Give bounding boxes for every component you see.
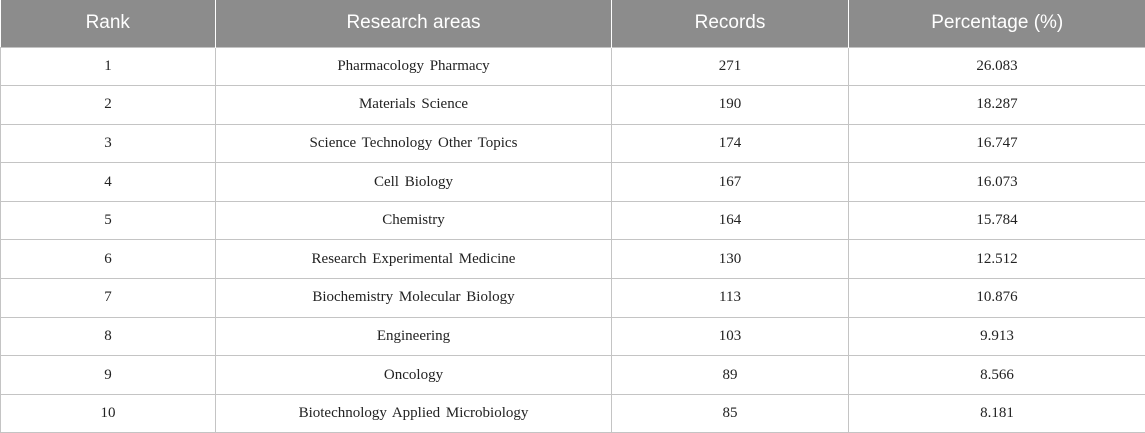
cell-research-area: Biochemistry Molecular Biology [215,278,612,318]
cell-rank: 4 [0,162,216,202]
cell-records: 130 [611,239,849,280]
cell-rank: 1 [0,46,216,87]
header-records: Records [611,0,849,47]
cell-records: 167 [611,162,849,202]
cell-percentage: 16.747 [848,123,1145,164]
cell-records: 113 [611,278,849,318]
cell-percentage: 8.181 [848,393,1145,433]
cell-records: 271 [611,46,849,87]
cell-rank: 8 [0,316,216,357]
cell-research-area: Oncology [215,355,612,395]
cell-records: 89 [611,355,849,395]
cell-percentage: 16.073 [848,162,1145,202]
header-row: Rank Research areas Records Percentage (… [0,0,1145,47]
cell-percentage: 8.566 [848,355,1145,395]
cell-rank: 10 [0,393,216,433]
cell-percentage: 15.784 [848,200,1145,241]
table-row: 2 Materials Science 190 18.287 [0,85,1145,125]
table-row: 9 Oncology 89 8.566 [0,355,1145,395]
table-body: 1 Pharmacology Pharmacy 271 26.083 2 Mat… [0,46,1145,433]
table-header: Rank Research areas Records Percentage (… [0,0,1145,47]
cell-research-area: Engineering [215,316,612,357]
table-row: 4 Cell Biology 167 16.073 [0,162,1145,202]
header-research-areas: Research areas [215,0,612,47]
cell-records: 164 [611,200,849,241]
table-row: 5 Chemistry 164 15.784 [0,200,1145,241]
table-row: 6 Research Experimental Medicine 130 12.… [0,239,1145,280]
cell-rank: 2 [0,85,216,125]
table-row: 8 Engineering 103 9.913 [0,316,1145,357]
header-rank: Rank [85,12,130,34]
table-row: 1 Pharmacology Pharmacy 271 26.083 [0,46,1145,87]
cell-rank: 3 [0,123,216,164]
cell-research-area: Cell Biology [215,162,612,202]
cell-research-area: Chemistry [215,200,612,241]
cell-percentage: 12.512 [848,239,1145,280]
cell-percentage: 26.083 [848,46,1145,87]
cell-research-area: Biotechnology Applied Microbiology [215,393,612,433]
cell-research-area: Materials Science [215,85,612,125]
cell-percentage: 18.287 [848,85,1145,125]
cell-records: 85 [611,393,849,433]
cell-research-area: Research Experimental Medicine [215,239,612,280]
header-percentage: Percentage (%) [848,0,1145,47]
cell-rank: 9 [0,355,216,395]
table-row: 3 Science Technology Other Topics 174 16… [0,123,1145,164]
cell-percentage: 9.913 [848,316,1145,357]
cell-records: 190 [611,85,849,125]
table-row: 10 Biotechnology Applied Microbiology 85… [0,393,1145,433]
table-row: 7 Biochemistry Molecular Biology 113 10.… [0,278,1145,318]
cell-records: 103 [611,316,849,357]
cell-rank: 5 [0,200,216,241]
cell-research-area: Science Technology Other Topics [215,123,612,164]
cell-records: 174 [611,123,849,164]
cell-rank: 6 [0,239,216,280]
cell-rank: 7 [0,278,216,318]
cell-percentage: 10.876 [848,278,1145,318]
cell-research-area: Pharmacology Pharmacy [215,46,612,87]
